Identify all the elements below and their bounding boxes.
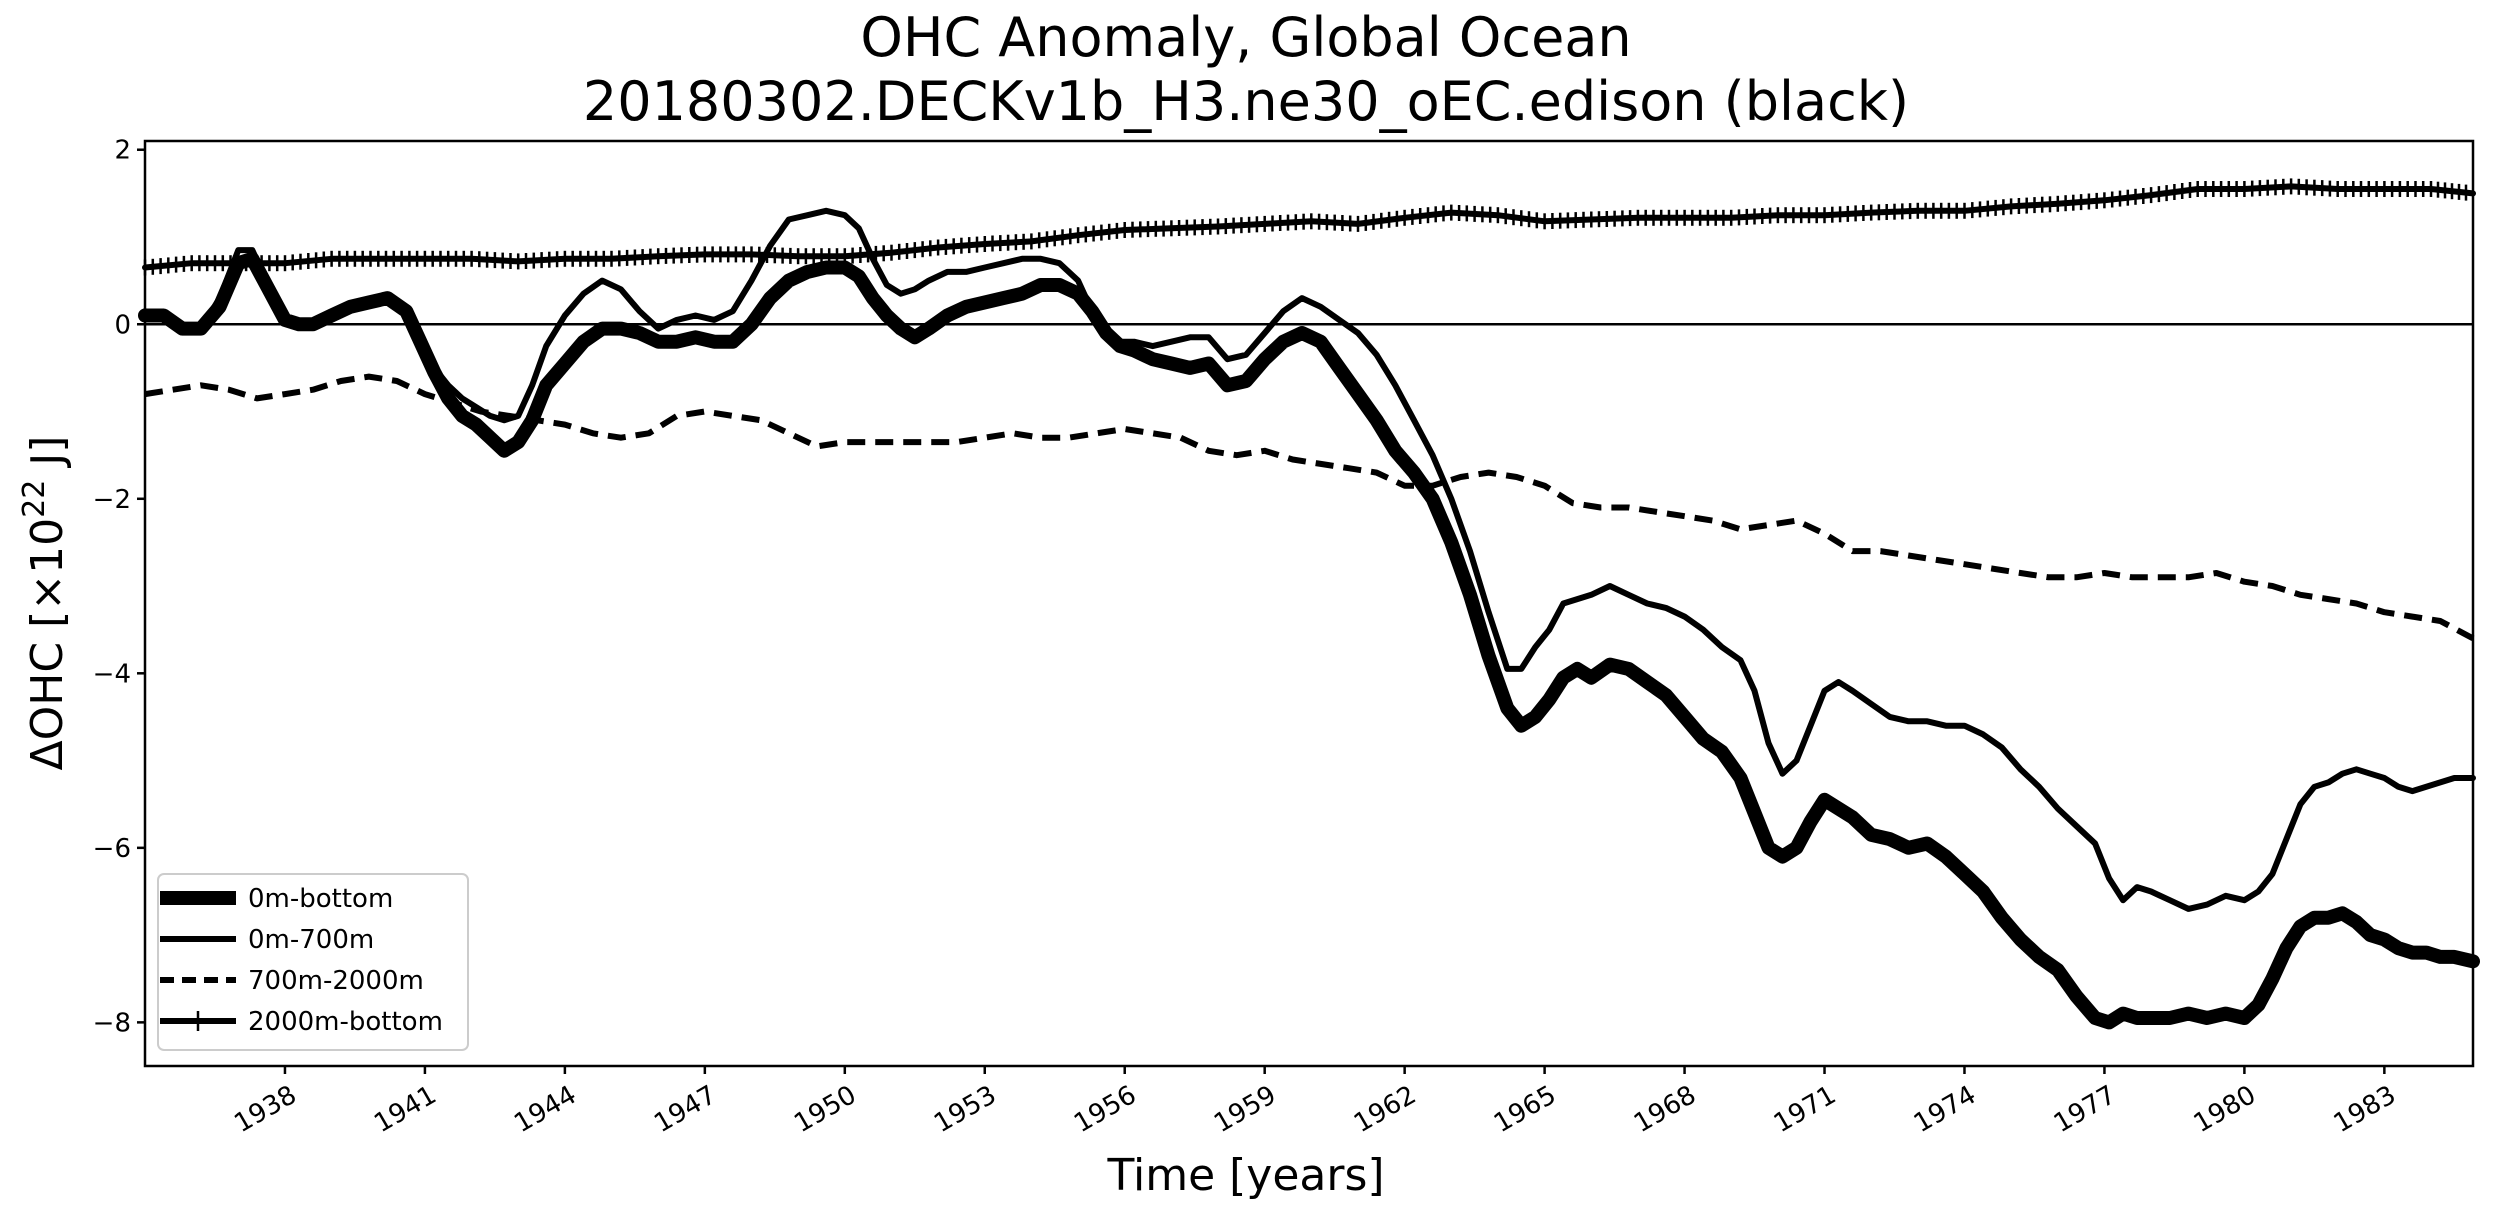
y-axis: 2 0 −2 −4 −6 −8	[93, 136, 145, 1038]
legend-label-2000m-bottom: 2000m-bottom	[248, 1007, 443, 1037]
y-axis-label-suffix: J]	[22, 436, 73, 480]
x-axis-label: Time [years]	[1106, 1150, 1384, 1201]
series-markers-2000m-bottom	[143, 178, 2468, 276]
y-tick-label: 0	[114, 310, 131, 340]
y-tick-label: −8	[93, 1008, 131, 1038]
legend-label-0m-bottom: 0m-bottom	[248, 884, 393, 914]
y-tick-label: −4	[93, 659, 131, 689]
series-layer	[138, 178, 2480, 1030]
y-tick-label: −6	[93, 834, 131, 864]
legend-label-700m-2000m: 700m-2000m	[248, 966, 424, 996]
plot-frame	[143, 139, 2475, 1068]
y-tick-label: −2	[93, 485, 131, 515]
y-axis-label-exponent: 22	[17, 480, 52, 518]
legend: 0m-bottom 0m-700m 700m-2000m 2000m-bottom	[157, 873, 469, 1051]
series-line-0m-700m	[142, 207, 2476, 912]
y-axis-label-prefix: ΔOHC [×10	[22, 518, 73, 771]
chart-title: OHC Anomaly, Global Ocean	[860, 6, 1631, 69]
series-line-0m-bottom	[138, 251, 2480, 1030]
y-tick-label: 2	[114, 136, 131, 166]
y-axis-label: ΔOHC [×1022 J]	[17, 436, 73, 771]
series-line-700m-2000m	[144, 373, 2475, 642]
legend-box	[157, 873, 469, 1051]
chart-subtitle: 20180302.DECKv1b_H3.ne30_oEC.edison (bla…	[583, 70, 1909, 133]
legend-label-0m-700m: 0m-700m	[248, 925, 374, 955]
